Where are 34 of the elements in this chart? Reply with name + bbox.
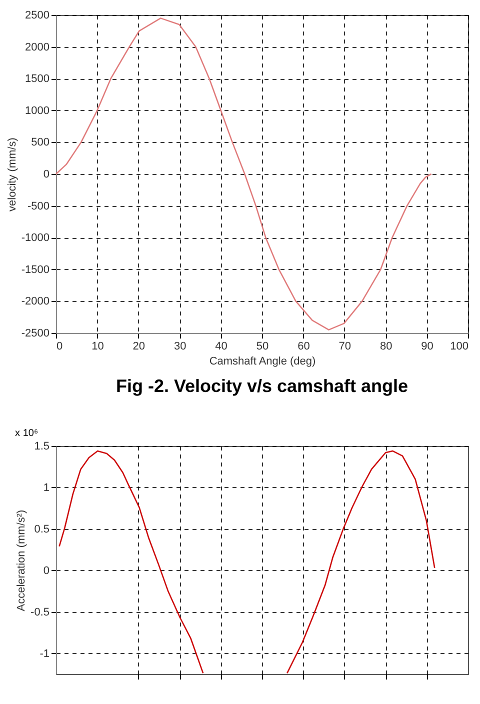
x-tick-label: 90	[421, 340, 434, 352]
x-tick-label: 70	[338, 340, 352, 352]
x-tick-label: 30	[174, 340, 186, 352]
y-tick-label: 0	[43, 168, 50, 180]
y-tick-label: 500	[31, 136, 50, 149]
x-tick-label: 40	[215, 340, 228, 352]
y-tick-label: 1.5	[34, 440, 50, 452]
y-tick-label: -500	[27, 200, 50, 212]
x-tick-label: 50	[256, 340, 269, 352]
y-tick-label: 2000	[25, 41, 50, 54]
y-tick-label: 1	[43, 482, 50, 494]
y-tick-label: -2000	[21, 296, 50, 308]
y-axis-title: Acceleration (mm/s²)	[16, 510, 28, 612]
y-tick-label: -0.5	[30, 606, 50, 618]
y-tick-label: 1000	[25, 104, 50, 117]
x-axis-title: Camshaft Angle (deg)	[209, 356, 316, 368]
y-axis-title: velocity (mm/s)	[6, 138, 18, 212]
x-tick-label: 10	[92, 340, 104, 352]
x-tick-label: 60	[298, 340, 310, 352]
y-tick-label: 1500	[25, 73, 50, 86]
y-tick-label: 0	[43, 564, 50, 577]
x-tick-label: 100	[450, 340, 468, 352]
x-tick-label: 20	[132, 340, 146, 352]
x-tick-label: 0	[56, 340, 63, 352]
y-tick-label: -1	[40, 648, 50, 660]
line-series	[55, 18, 432, 330]
y-tick-label: -2500	[21, 328, 50, 340]
y-tick-label: -1000	[21, 232, 50, 244]
x-tick-label: 80	[380, 340, 392, 352]
y-tick-label: -1500	[21, 264, 50, 276]
y-tick-label: 2500	[25, 10, 50, 22]
text: x 10⁶	[15, 428, 38, 439]
y-tick-label: 0.5	[34, 523, 50, 536]
text: Fig -2. Velocity v/s camshaft angle	[116, 376, 408, 396]
